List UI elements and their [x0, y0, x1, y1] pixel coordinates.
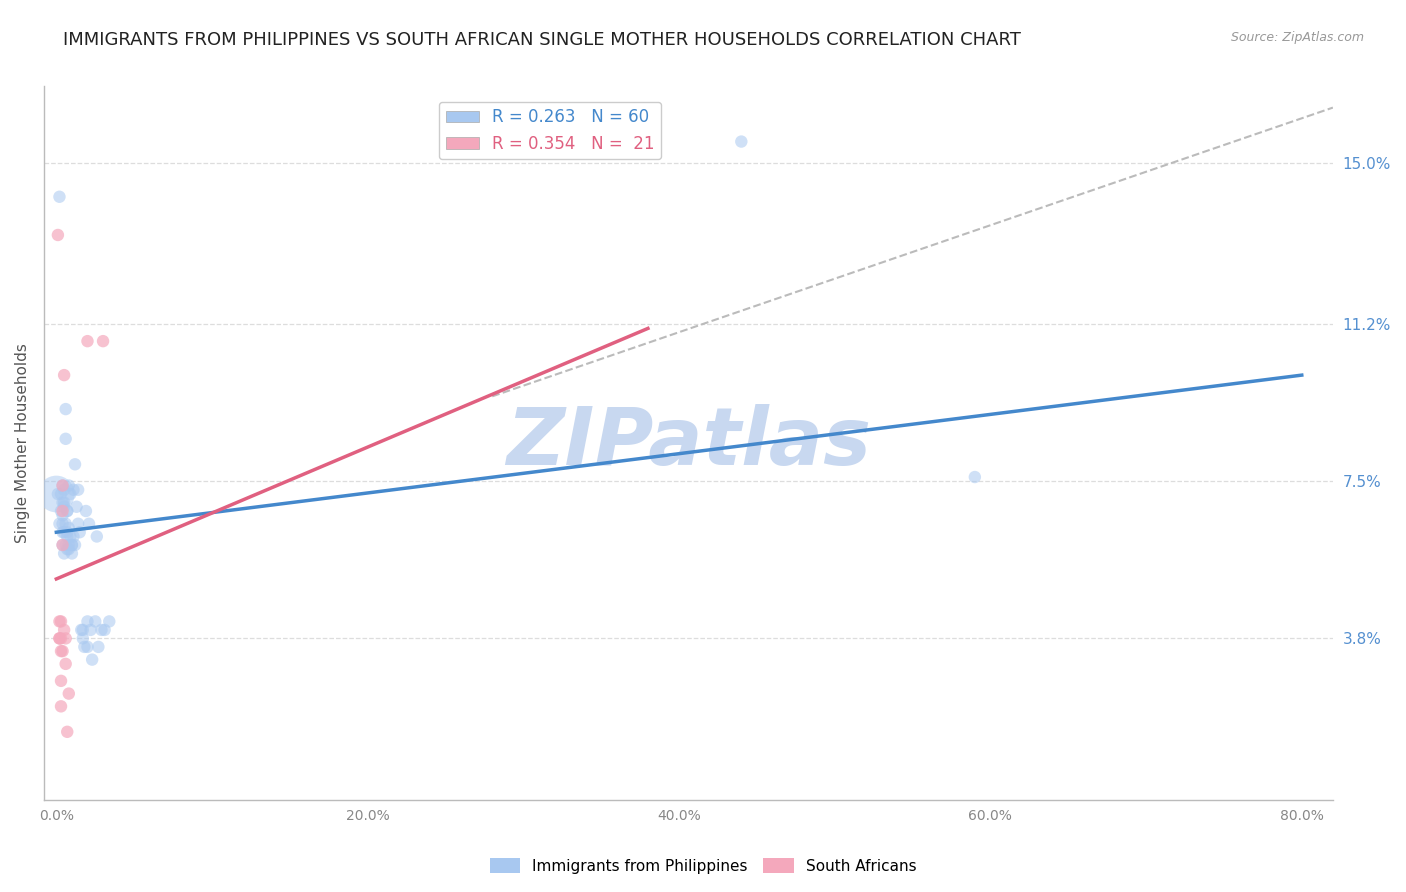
Y-axis label: Single Mother Households: Single Mother Households [15, 343, 30, 543]
Point [48, 615, 70, 629]
Point [49, 673, 72, 688]
Point [52, 644, 75, 658]
Point [49, 632, 72, 646]
Legend: R = 0.263   N = 60, R = 0.354   N =  21: R = 0.263 N = 60, R = 0.354 N = 21 [439, 102, 661, 160]
Point [67, 516, 90, 531]
Point [60, 538, 83, 552]
Point [49, 644, 72, 658]
Point [58, 687, 80, 701]
Point [87, 640, 110, 654]
Point [63, 538, 86, 552]
Point [55, 632, 77, 646]
Point [48, 516, 70, 531]
Point [730, 135, 752, 149]
Point [98, 615, 121, 629]
Point [59, 487, 82, 501]
Point [75, 504, 97, 518]
Point [63, 458, 86, 472]
Point [58, 521, 80, 535]
Point [58, 538, 80, 552]
Point [65, 500, 87, 514]
Point [84, 615, 107, 629]
Point [49, 487, 72, 501]
Legend: Immigrants from Philippines, South Africans: Immigrants from Philippines, South Afric… [484, 852, 922, 880]
Point [76, 640, 98, 654]
Point [53, 495, 76, 509]
Point [48, 632, 70, 646]
Text: ZIPatlas: ZIPatlas [506, 404, 870, 482]
Point [56, 504, 79, 518]
Point [56, 525, 79, 540]
Text: IMMIGRANTS FROM PHILIPPINES VS SOUTH AFRICAN SINGLE MOTHER HOUSEHOLDS CORRELATIO: IMMIGRANTS FROM PHILIPPINES VS SOUTH AFR… [63, 31, 1021, 49]
Point [48, 632, 70, 646]
Point [62, 483, 84, 497]
Point [55, 516, 77, 531]
Point [963, 470, 986, 484]
Point [46, 227, 69, 242]
Point [53, 623, 76, 637]
Point [56, 529, 79, 543]
Text: Source: ZipAtlas.com: Source: ZipAtlas.com [1230, 31, 1364, 45]
Point [52, 525, 75, 540]
Point [52, 478, 75, 492]
Point [48, 190, 70, 204]
Point [60, 538, 83, 552]
Point [70, 623, 93, 637]
Point [53, 483, 76, 497]
Point [76, 615, 98, 629]
Point [45, 487, 67, 501]
Point [67, 483, 90, 497]
Point [52, 516, 75, 531]
Point [52, 538, 75, 552]
Point [49, 615, 72, 629]
Point [56, 542, 79, 557]
Point [91, 334, 114, 348]
Point [52, 495, 75, 509]
Point [53, 546, 76, 560]
Point [52, 478, 75, 492]
Point [90, 623, 112, 637]
Point [58, 542, 80, 557]
Point [86, 529, 108, 543]
Point [52, 538, 75, 552]
Point [49, 699, 72, 714]
Point [55, 432, 77, 446]
Point [76, 334, 98, 348]
Point [72, 632, 94, 646]
Point [46, 487, 69, 501]
Point [82, 652, 104, 666]
Point [60, 546, 83, 560]
Point [72, 623, 94, 637]
Point [55, 657, 77, 671]
Point [52, 504, 75, 518]
Point [56, 724, 79, 739]
Point [53, 525, 76, 540]
Point [53, 500, 76, 514]
Point [52, 508, 75, 523]
Point [62, 529, 84, 543]
Point [93, 623, 115, 637]
Point [59, 529, 82, 543]
Point [53, 368, 76, 383]
Point [77, 516, 100, 531]
Point [55, 538, 77, 552]
Point [79, 623, 101, 637]
Point [56, 504, 79, 518]
Point [73, 640, 96, 654]
Point [58, 478, 80, 492]
Point [55, 402, 77, 417]
Point [69, 525, 91, 540]
Point [49, 504, 72, 518]
